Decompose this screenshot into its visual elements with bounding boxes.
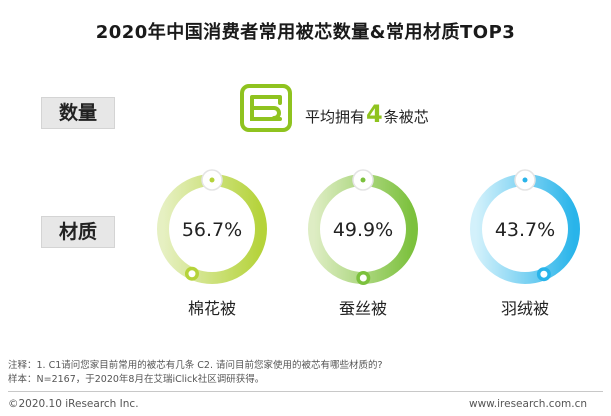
quantity-label: 数量 [41,97,115,129]
footer-website: www.iresearch.com.cn [468,398,587,410]
donut-category-label-1: 蚕丝被 [339,299,387,318]
donut-chart: 56.7% 棉花被 49.9% 蚕丝被 43.7% 羽绒被 [157,169,580,318]
donut-value-handle-center-1 [359,274,367,282]
chart-title: 2020年中国消费者常用被芯数量&常用材质TOP3 [95,22,516,43]
quilt-icon [240,84,292,132]
footer-divider [8,391,603,392]
material-label: 材质 [41,216,115,248]
donut-value-handle-center-0 [188,270,196,278]
footnote-1: 注释：1. C1请问您家目前常用的被芯有几条 C2. 请问目前您家使用的被芯有哪… [8,360,383,371]
donut-category-label-0: 棉花被 [188,299,236,318]
footnote-2: 样本：N=2167，于2020年8月在艾瑞iClick社区调研获得。 [8,374,265,385]
footer-copyright: ©2020.10 iResearch Inc. [8,398,139,410]
donut-value-handle-center-2 [540,270,548,278]
donut-value-label-2: 43.7% [495,219,555,241]
quantity-suffix: 条被芯 [383,108,429,126]
donut-value-label-0: 56.7% [182,219,242,241]
quantity-prefix: 平均拥有 [305,108,366,126]
donut-start-dot-2 [522,177,528,183]
donut-value-label-1: 49.9% [333,219,393,241]
donut-category-label-2: 羽绒被 [501,299,549,318]
donut-start-dot-0 [209,177,215,183]
quantity-text: 平均拥有4条被芯 [305,97,429,131]
quantity-number: 4 [366,100,383,128]
donut-start-dot-1 [360,177,366,183]
